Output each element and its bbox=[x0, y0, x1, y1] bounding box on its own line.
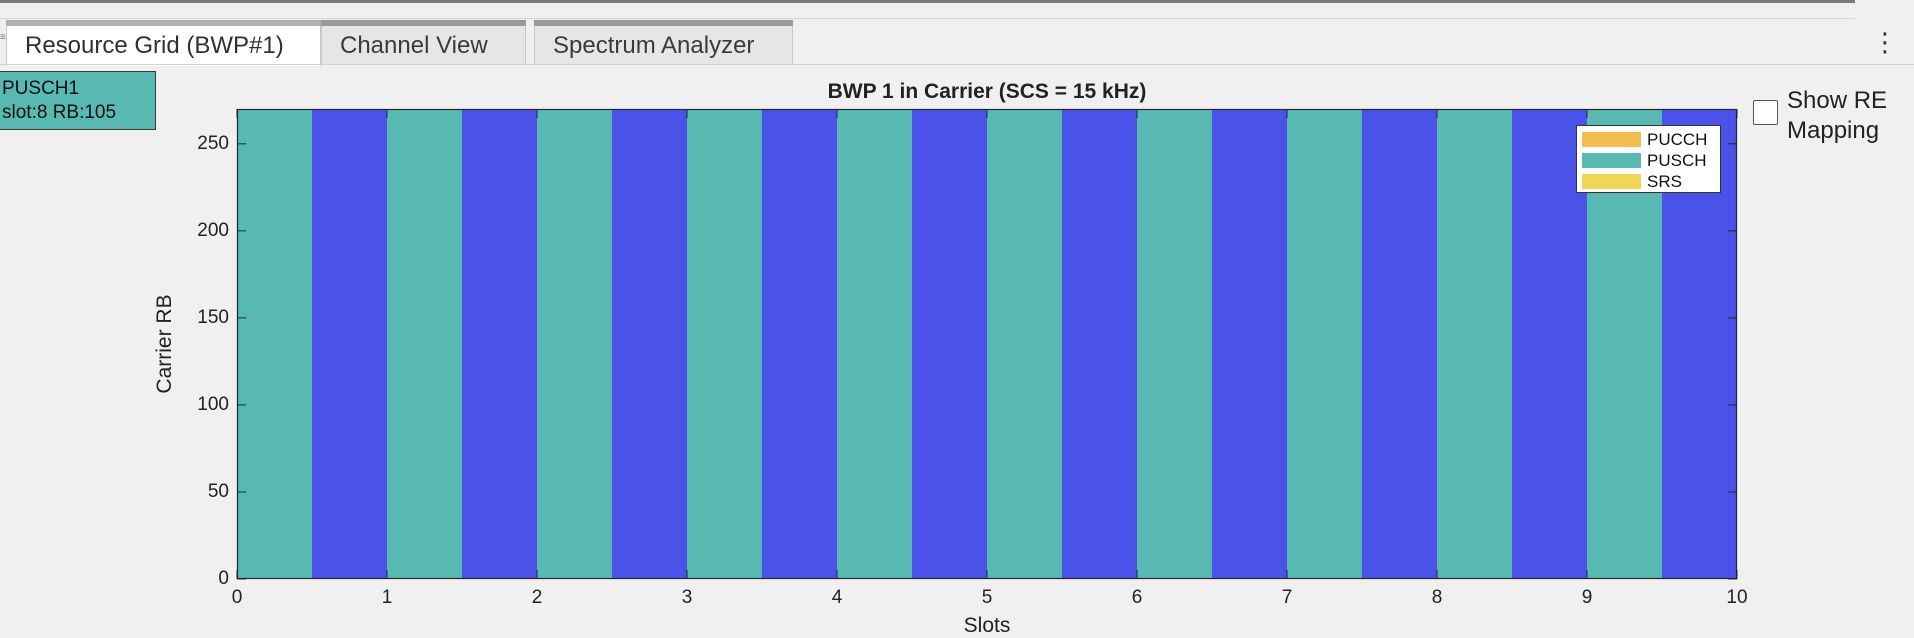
legend-swatch-srs bbox=[1582, 174, 1641, 189]
pusch-block-4[interactable] bbox=[537, 109, 612, 579]
tab-accent-strip bbox=[6, 20, 321, 26]
y-tick-label: 100 bbox=[197, 393, 229, 415]
empty-block-15[interactable] bbox=[1362, 109, 1437, 579]
tab-accent-strip bbox=[534, 20, 793, 26]
x-tick-label: 8 bbox=[1431, 587, 1443, 608]
show-re-mapping-checkbox[interactable] bbox=[1753, 100, 1778, 125]
tab-accent-strip bbox=[321, 20, 526, 26]
tab-spectrum-analyzer[interactable]: Spectrum Analyzer bbox=[534, 20, 793, 64]
tab-label: Channel View bbox=[340, 32, 488, 59]
tab-channel-view[interactable]: Channel View bbox=[321, 20, 526, 64]
chart-title: BWP 1 in Carrier (SCS = 15 kHz) bbox=[827, 80, 1147, 103]
x-tick-label: 3 bbox=[681, 587, 693, 608]
pusch-block-14[interactable] bbox=[1287, 109, 1362, 579]
data-tip[interactable]: PUSCH1 slot:8 RB:105 bbox=[0, 71, 156, 130]
window-top-border bbox=[0, 0, 1855, 3]
x-tick-label: 1 bbox=[381, 587, 393, 608]
x-tick-label: 2 bbox=[531, 587, 543, 608]
empty-block-3[interactable] bbox=[462, 109, 537, 579]
x-tick-label: 9 bbox=[1581, 587, 1593, 608]
legend-entry-srs: SRS bbox=[1582, 171, 1720, 192]
x-tick-label: 0 bbox=[231, 587, 243, 608]
pusch-block-0[interactable] bbox=[237, 109, 312, 579]
x-tick-label: 10 bbox=[1726, 587, 1748, 608]
tabbar-bottom-border bbox=[0, 64, 1914, 65]
tabstrip-divider bbox=[0, 18, 1855, 19]
show-re-mapping-label: Show RE Mapping bbox=[1787, 87, 1888, 144]
tab-label: Spectrum Analyzer bbox=[553, 32, 755, 59]
y-tick-label: 0 bbox=[218, 568, 229, 589]
legend-swatch-pucch bbox=[1582, 132, 1641, 147]
y-tick-label: 50 bbox=[207, 480, 229, 502]
legend-entry-pusch: PUSCH bbox=[1582, 150, 1720, 171]
y-tick-label: 150 bbox=[197, 306, 229, 328]
x-tick-label: 4 bbox=[831, 587, 843, 608]
legend-label-srs: SRS bbox=[1647, 171, 1682, 191]
y-tick-label: 250 bbox=[197, 132, 229, 154]
chart-legend[interactable]: PUCCH PUSCH SRS bbox=[1576, 125, 1721, 193]
x-axis-label: Slots bbox=[963, 614, 1011, 637]
x-tick-label: 7 bbox=[1281, 587, 1293, 608]
empty-block-1[interactable] bbox=[312, 109, 387, 579]
pusch-block-16[interactable] bbox=[1437, 109, 1512, 579]
legend-label-pucch: PUCCH bbox=[1647, 129, 1708, 149]
tab-resource-grid[interactable]: Resource Grid (BWP#1) bbox=[6, 20, 321, 66]
pusch-block-6[interactable] bbox=[687, 109, 762, 579]
empty-block-9[interactable] bbox=[912, 109, 987, 579]
tab-label: Resource Grid (BWP#1) bbox=[25, 32, 284, 59]
pusch-block-12[interactable] bbox=[1137, 109, 1212, 579]
panel-grip-icon[interactable]: ≡ bbox=[0, 32, 6, 43]
pusch-block-10[interactable] bbox=[987, 109, 1062, 579]
more-options-icon[interactable]: ⋮ bbox=[1872, 27, 1898, 57]
x-tick-label: 6 bbox=[1131, 587, 1143, 608]
legend-label-pusch: PUSCH bbox=[1647, 150, 1707, 170]
empty-block-13[interactable] bbox=[1212, 109, 1287, 579]
legend-entry-pucch: PUCCH bbox=[1582, 129, 1720, 150]
pusch-block-8[interactable] bbox=[837, 109, 912, 579]
legend-swatch-pusch bbox=[1582, 153, 1641, 168]
y-tick-label: 200 bbox=[197, 219, 229, 241]
empty-block-17[interactable] bbox=[1512, 109, 1587, 579]
empty-block-11[interactable] bbox=[1062, 109, 1137, 579]
data-tip-channel: PUSCH1 bbox=[2, 78, 80, 99]
x-tick-label: 5 bbox=[981, 587, 993, 608]
empty-block-7[interactable] bbox=[762, 109, 837, 579]
pusch-block-2[interactable] bbox=[387, 109, 462, 579]
show-re-mapping-toggle[interactable]: Show RE Mapping bbox=[1753, 86, 1897, 146]
resource-grid-axes[interactable] bbox=[236, 108, 1738, 580]
empty-block-5[interactable] bbox=[612, 109, 687, 579]
data-tip-location: slot:8 RB:105 bbox=[2, 102, 117, 123]
